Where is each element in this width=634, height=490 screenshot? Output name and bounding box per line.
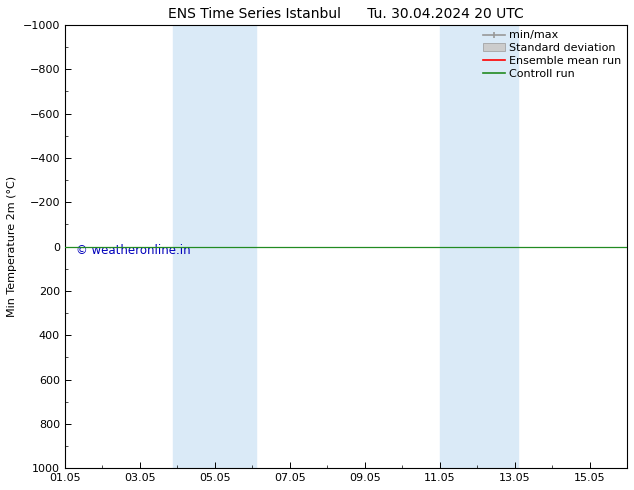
Y-axis label: Min Temperature 2m (°C): Min Temperature 2m (°C) — [7, 176, 17, 317]
Bar — [174, 25, 256, 468]
Bar — [439, 25, 519, 468]
Legend: min/max, Standard deviation, Ensemble mean run, Controll run: min/max, Standard deviation, Ensemble me… — [481, 28, 624, 81]
Title: ENS Time Series Istanbul      Tu. 30.04.2024 20 UTC: ENS Time Series Istanbul Tu. 30.04.2024 … — [168, 7, 524, 21]
Text: © weatheronline.in: © weatheronline.in — [76, 245, 191, 257]
